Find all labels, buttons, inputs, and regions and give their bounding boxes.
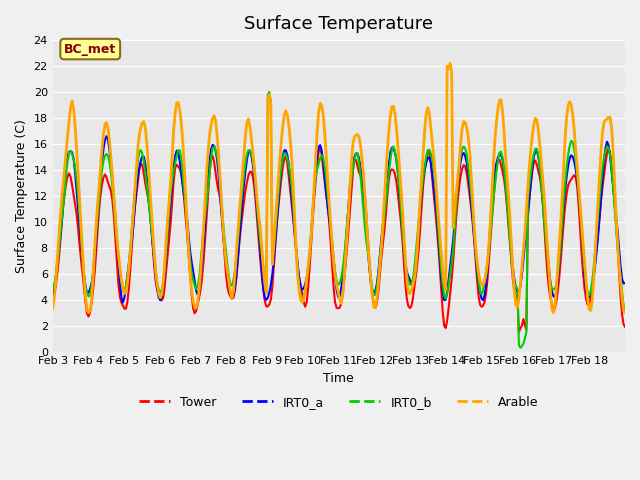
IRT0_b	[516, 345, 524, 350]
X-axis label: Time: Time	[323, 372, 354, 385]
IRT0_a	[119, 300, 127, 305]
IRT0_a	[86, 286, 94, 292]
Arable	[84, 310, 92, 315]
Y-axis label: Surface Temperature (C): Surface Temperature (C)	[15, 119, 28, 273]
IRT0_b	[49, 286, 56, 291]
IRT0_b	[458, 146, 466, 152]
IRT0_a	[49, 292, 56, 298]
Tower	[49, 296, 56, 302]
Tower	[68, 182, 76, 188]
Arable	[68, 98, 76, 104]
Tower	[545, 284, 552, 290]
Arable	[88, 296, 95, 302]
IRT0_a	[545, 264, 552, 270]
Legend: Tower, IRT0_a, IRT0_b, Arable: Tower, IRT0_a, IRT0_b, Arable	[134, 391, 543, 414]
IRT0_a	[621, 280, 629, 286]
Arable	[49, 306, 56, 312]
Arable	[446, 60, 454, 66]
IRT0_b	[545, 268, 552, 274]
Tower	[620, 321, 627, 327]
Text: BC_met: BC_met	[64, 43, 116, 56]
Title: Surface Temperature: Surface Temperature	[244, 15, 433, 33]
Arable	[545, 265, 552, 271]
Arable	[345, 209, 353, 215]
IRT0_a	[346, 181, 354, 187]
Line: Arable: Arable	[52, 63, 625, 312]
IRT0_a	[68, 149, 76, 155]
Line: IRT0_a: IRT0_a	[52, 136, 625, 302]
Tower	[316, 145, 324, 151]
Tower	[86, 310, 94, 315]
Line: IRT0_b: IRT0_b	[52, 92, 625, 348]
Arable	[621, 310, 629, 315]
IRT0_b	[621, 309, 629, 314]
IRT0_a	[102, 133, 110, 139]
IRT0_b	[86, 292, 94, 298]
Arable	[620, 308, 627, 313]
IRT0_a	[460, 150, 467, 156]
Line: Tower: Tower	[52, 148, 625, 332]
IRT0_b	[345, 203, 353, 209]
IRT0_a	[620, 281, 627, 287]
IRT0_b	[68, 151, 76, 157]
Tower	[621, 324, 629, 330]
IRT0_b	[266, 89, 273, 95]
Tower	[345, 226, 353, 232]
Tower	[458, 166, 466, 172]
Tower	[515, 329, 523, 335]
Arable	[460, 119, 467, 124]
IRT0_b	[620, 301, 627, 307]
